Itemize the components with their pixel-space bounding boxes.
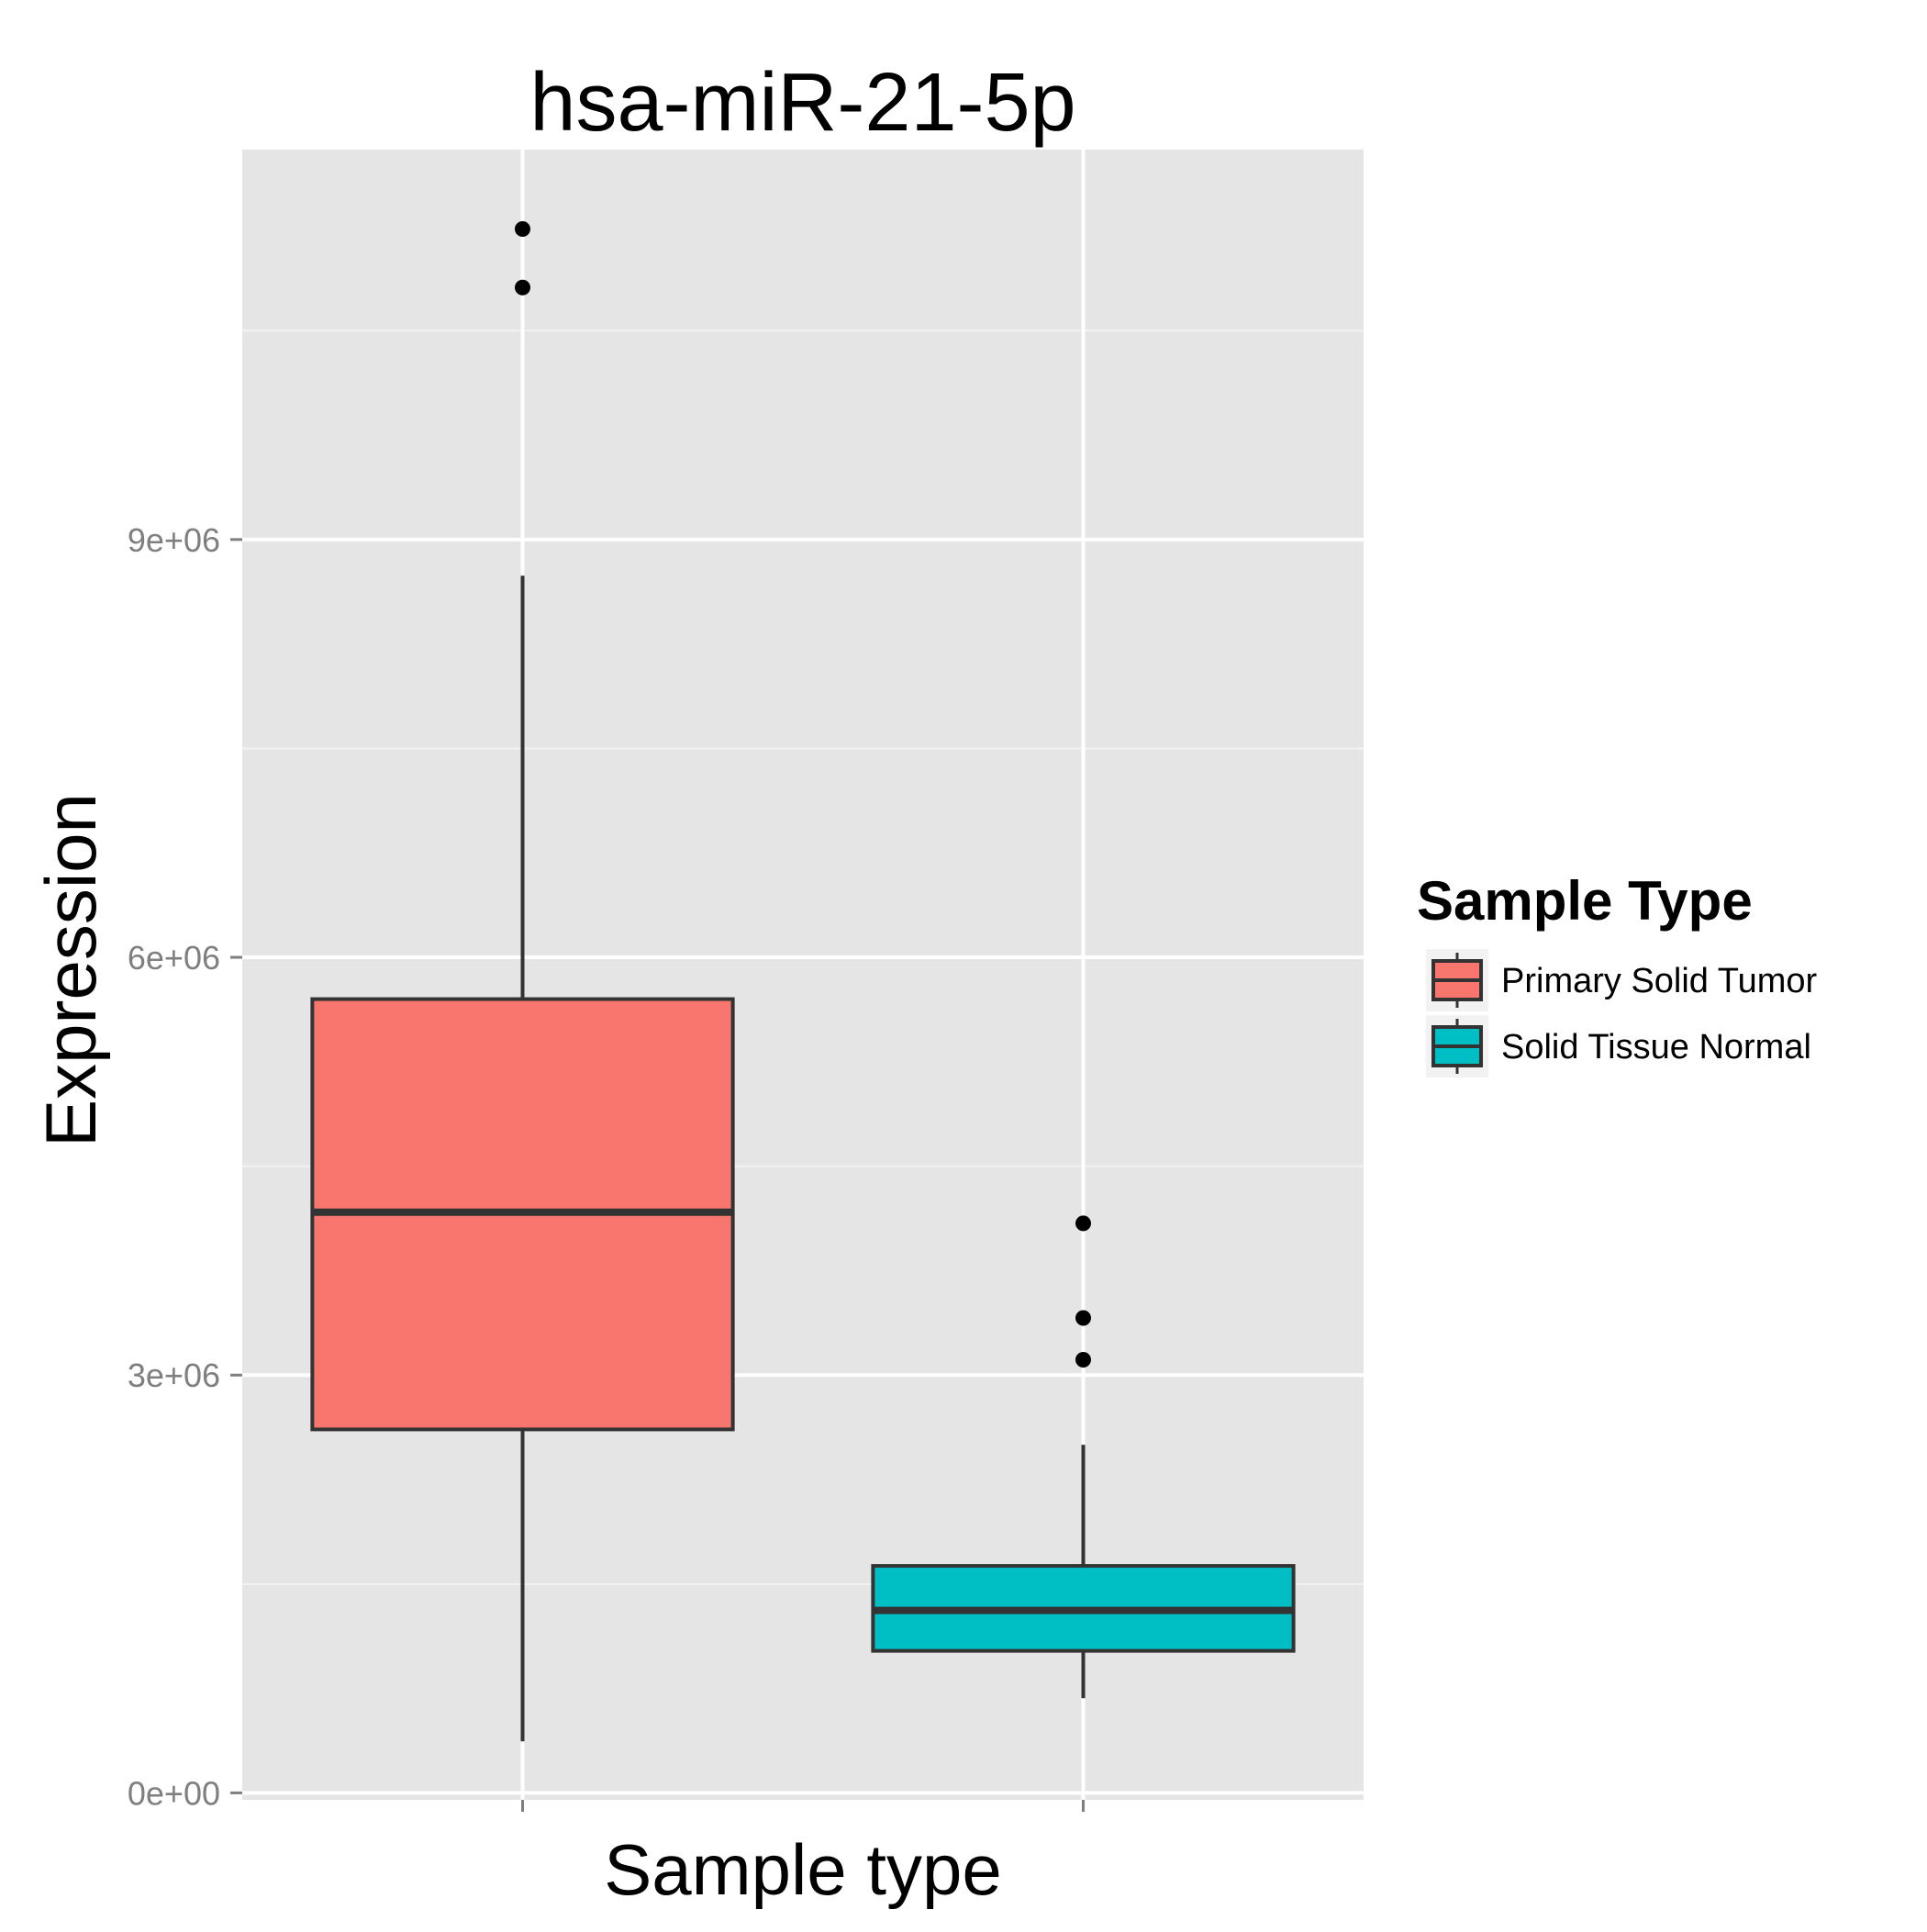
- legend: Sample Type Primary Solid Tumor Solid Tis…: [1417, 870, 1818, 1078]
- box-primary-solid-tumor: [310, 220, 735, 1742]
- outlier-point: [1075, 1352, 1091, 1368]
- outlier-point: [515, 279, 530, 296]
- legend-entry: Solid Tissue Normal: [1426, 1015, 1811, 1078]
- outlier-point: [515, 220, 530, 237]
- plot-panel: [242, 150, 1364, 1800]
- y-tick-label: 9e+06: [128, 521, 220, 559]
- box-solid-tissue-normal: [871, 1215, 1296, 1699]
- y-tick-label: 6e+06: [128, 939, 220, 977]
- y-tick-label: 3e+06: [128, 1357, 220, 1394]
- outlier-point: [1075, 1215, 1091, 1232]
- boxes-layer: [310, 220, 1296, 1742]
- legend-keys: Primary Solid Tumor Solid Tissue Normal: [1426, 949, 1818, 1078]
- y-tick-label: 0e+00: [128, 1774, 220, 1812]
- x-axis: [521, 1800, 1085, 1812]
- x-axis-title: Sample type: [604, 1829, 1002, 1910]
- legend-entry: Primary Solid Tumor: [1426, 949, 1818, 1011]
- outlier-point: [1075, 1310, 1091, 1326]
- chart-title: hsa-miR-21-5p: [529, 57, 1075, 149]
- y-axis-title: Expression: [30, 793, 111, 1147]
- legend-entry-label: Primary Solid Tumor: [1501, 962, 1818, 1000]
- legend-title: Sample Type: [1417, 870, 1753, 932]
- legend-entry-label: Solid Tissue Normal: [1501, 1028, 1811, 1067]
- y-axis: 0e+00 3e+06 6e+06 9e+06: [128, 521, 242, 1812]
